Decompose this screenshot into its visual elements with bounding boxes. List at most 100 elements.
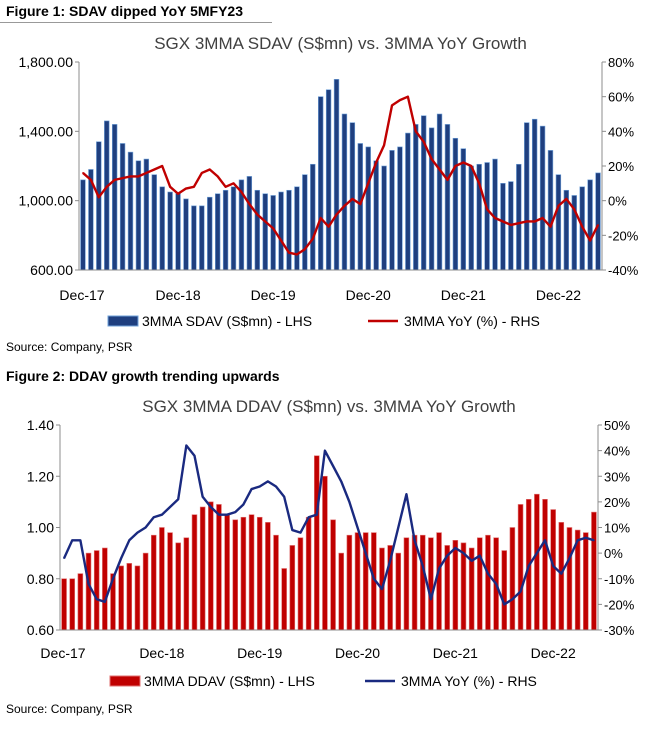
bar <box>118 565 124 631</box>
bar <box>232 519 238 631</box>
yoy-point <box>479 554 481 557</box>
bar <box>159 186 165 271</box>
yoy-point <box>454 547 457 549</box>
bar <box>134 565 141 631</box>
yoy-point <box>414 130 417 133</box>
figure-1-caption: Figure 1: SDAV dipped YoY 5MFY23 <box>6 3 244 19</box>
yoy-point <box>413 539 416 542</box>
bar <box>127 151 134 271</box>
yoy-point <box>201 495 204 498</box>
yoy-point <box>405 493 408 495</box>
bar <box>501 550 507 631</box>
right-tick-label: 60% <box>608 90 634 105</box>
yoy-point <box>104 601 106 603</box>
bar <box>452 540 459 631</box>
yoy-point <box>324 449 326 452</box>
bar <box>230 186 237 271</box>
bar <box>542 499 548 631</box>
yoy-point <box>161 165 163 167</box>
yoy-point <box>296 253 298 256</box>
bar <box>357 143 363 271</box>
yoy-point <box>210 506 212 508</box>
yoy-point <box>129 175 132 178</box>
bar <box>539 125 546 271</box>
bar <box>419 534 426 631</box>
yoy-point <box>446 179 449 181</box>
yoy-point <box>177 498 179 501</box>
yoy-point <box>422 140 425 143</box>
yoy-point <box>391 104 393 107</box>
yoy-point <box>152 516 155 519</box>
bar <box>330 519 336 631</box>
right-tick-label: 40% <box>604 444 630 459</box>
x-tick-label: Dec-19 <box>251 287 296 303</box>
bar <box>341 113 348 271</box>
figure-1-rule <box>0 22 272 23</box>
yoy-point <box>232 182 235 185</box>
yoy-point <box>399 99 401 101</box>
yoy-point <box>340 480 343 483</box>
bar <box>289 545 296 631</box>
yoy-point <box>462 161 465 164</box>
yoy-point <box>487 572 489 575</box>
bar <box>142 552 149 631</box>
bar <box>373 160 379 271</box>
yoy-point <box>161 513 163 516</box>
bar <box>191 514 198 631</box>
bar <box>591 511 597 631</box>
bar <box>208 501 214 631</box>
yoy-point <box>407 95 409 98</box>
yoy-point <box>193 186 195 188</box>
bar <box>389 150 395 271</box>
bar <box>428 537 434 631</box>
bar <box>547 150 554 271</box>
yoy-point <box>332 465 334 467</box>
yoy-point <box>169 186 171 188</box>
bar <box>216 504 222 631</box>
x-tick-label: Dec-17 <box>59 287 104 303</box>
yoy-point <box>299 531 302 534</box>
yoy-point <box>511 598 514 601</box>
right-tick-label: 40% <box>608 124 634 139</box>
yoy-point <box>581 225 583 228</box>
x-tick-label: Dec-20 <box>346 287 391 303</box>
yoy-point <box>264 220 267 223</box>
bar <box>484 162 490 271</box>
yoy-point <box>63 557 65 560</box>
yoy-point <box>525 220 528 223</box>
yoy-point <box>280 239 282 242</box>
bar <box>436 532 442 631</box>
yoy-point <box>527 565 530 567</box>
bar <box>191 205 197 271</box>
figure-2-caption: Figure 2: DDAV growth trending upwards <box>6 368 280 384</box>
yoy-series-line <box>82 95 600 256</box>
yoy-point <box>565 198 568 200</box>
bar <box>119 143 126 271</box>
yoy-point <box>319 217 322 219</box>
x-tick-label: Dec-22 <box>531 645 576 661</box>
yoy-point <box>557 205 560 207</box>
yoy-point <box>470 165 473 167</box>
bar <box>294 186 300 271</box>
yoy-point <box>576 539 579 542</box>
yoy-point <box>112 577 114 580</box>
bar <box>254 189 260 271</box>
bar <box>207 196 213 271</box>
right-tick-label: 50% <box>604 418 630 433</box>
bar <box>167 191 173 271</box>
yoy-point <box>589 239 591 242</box>
yoy-point <box>291 529 294 531</box>
yoy-point <box>335 213 338 216</box>
chart-title: SGX 3MMA DDAV (S$mn) vs. 3MMA YoY Growth <box>142 397 516 416</box>
bar <box>102 547 108 631</box>
bar <box>248 514 255 631</box>
bar <box>183 537 190 631</box>
yoy-series-line <box>62 444 595 606</box>
yoy-point <box>438 168 441 171</box>
right-tick-label: 30% <box>604 469 630 484</box>
left-tick-label: 1,000.00 <box>19 193 74 209</box>
bar <box>509 527 516 631</box>
left-tick-label: 0.60 <box>27 622 54 638</box>
bar <box>69 578 75 631</box>
bar <box>452 137 459 271</box>
